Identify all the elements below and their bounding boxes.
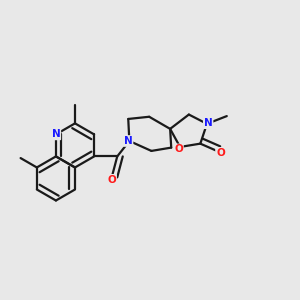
Text: O: O: [216, 148, 225, 158]
Text: N: N: [204, 118, 212, 128]
Text: N: N: [124, 136, 133, 146]
Text: O: O: [107, 175, 116, 185]
Text: N: N: [52, 129, 60, 140]
Text: O: O: [174, 144, 183, 154]
